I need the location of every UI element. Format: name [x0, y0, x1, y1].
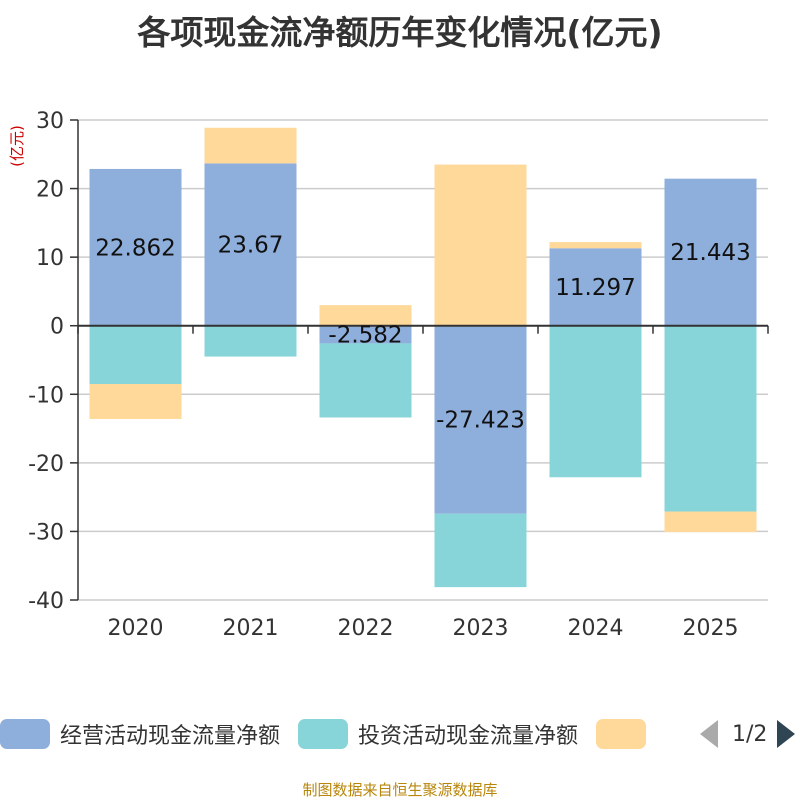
- y-axis-label: (亿元): [8, 125, 26, 167]
- pager-next-icon[interactable]: [777, 720, 796, 748]
- bar-2021-series-2: [204, 127, 297, 164]
- legend-item-investing[interactable]: 投资活动现金流量净额: [298, 718, 578, 750]
- data-label: 21.443: [670, 240, 750, 266]
- legend-swatch-operating: [0, 719, 50, 749]
- bar-2024-series-0: [549, 248, 642, 326]
- legend-label-investing: 投资活动现金流量净额: [358, 724, 579, 749]
- bar-2023-series-1: [434, 513, 527, 588]
- bar-2020-series-1: [89, 325, 182, 384]
- y-tick-label: -40: [28, 589, 64, 614]
- pager-text: 1/2: [732, 721, 768, 747]
- bar-2020-series-2: [89, 384, 182, 419]
- y-tick-label: 20: [36, 178, 64, 203]
- x-tick-label: 2022: [338, 616, 394, 641]
- y-tick-label: 10: [36, 246, 64, 271]
- bar-2020-series-0: [89, 168, 182, 326]
- legend-item-operating[interactable]: 经营活动现金流量净额: [0, 718, 280, 750]
- x-tick-label: 2021: [223, 616, 279, 641]
- data-label: 11.297: [555, 275, 635, 301]
- y-tick-label: -10: [28, 383, 64, 408]
- data-label: -27.423: [436, 408, 525, 434]
- x-tick-label: 2020: [108, 616, 164, 641]
- y-tick-label: 30: [36, 109, 64, 134]
- y-tick-label: 0: [50, 315, 64, 340]
- bar-2022-series-2: [319, 305, 412, 326]
- bar-2025-series-2: [664, 511, 757, 533]
- bar-2022-series-1: [319, 343, 412, 418]
- y-tick-label: -30: [28, 520, 64, 545]
- y-tick-label: -20: [28, 452, 64, 477]
- legend-label-operating: 经营活动现金流量净额: [60, 724, 281, 749]
- pager-prev-icon[interactable]: [700, 720, 718, 748]
- bar-2021-series-1: [204, 325, 297, 357]
- legend-item-financing[interactable]: [596, 719, 656, 749]
- x-tick-label: 2023: [453, 616, 509, 641]
- source-note: 制图数据来自恒生聚源数据库: [302, 781, 498, 799]
- bar-2024-series-1: [549, 325, 642, 478]
- legend-swatch-investing: [298, 719, 349, 749]
- bar-2022-series-0: [319, 325, 412, 344]
- legend-swatch-financing: [596, 719, 647, 749]
- bar-2024-series-2: [549, 242, 642, 249]
- x-tick-label: 2025: [683, 616, 739, 641]
- data-label: -2.582: [328, 323, 402, 349]
- legend-pager: 1/2: [700, 717, 796, 751]
- data-label: 23.67: [218, 233, 284, 259]
- bar-2023-series-0: [434, 325, 527, 514]
- data-label: 22.862: [95, 235, 175, 261]
- bar-2025-series-0: [664, 178, 757, 326]
- x-tick-label: 2024: [568, 616, 624, 641]
- bar-2021-series-0: [204, 163, 297, 326]
- chart-title: 各项现金流净额历年变化情况(亿元): [137, 13, 663, 52]
- bar-2025-series-1: [664, 325, 757, 512]
- bar-2023-series-2: [434, 164, 527, 326]
- legend: 经营活动现金流量净额 投资活动现金流量净额: [0, 717, 674, 751]
